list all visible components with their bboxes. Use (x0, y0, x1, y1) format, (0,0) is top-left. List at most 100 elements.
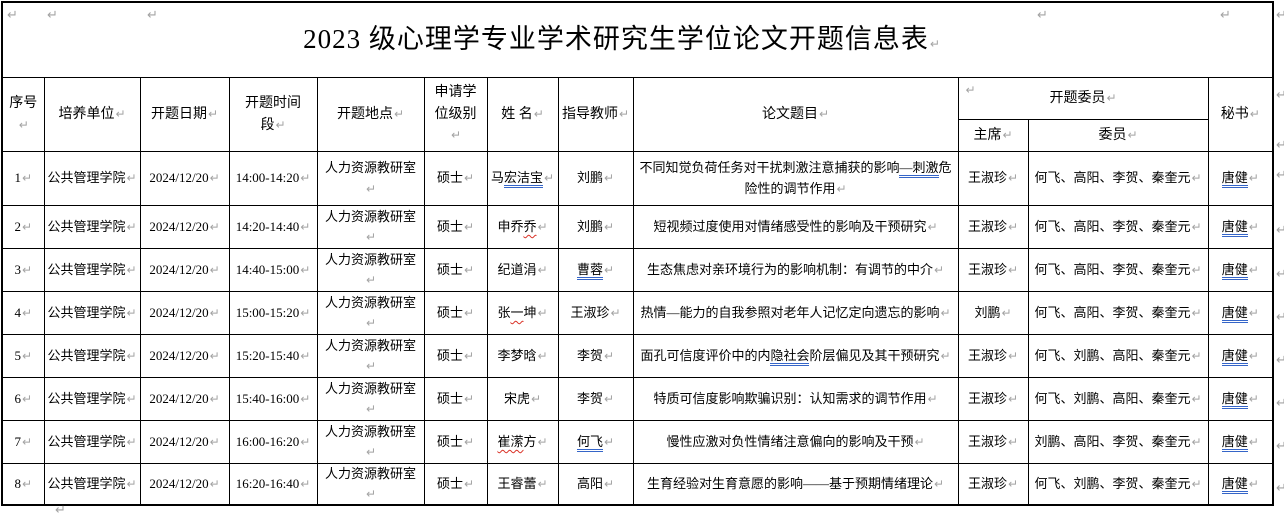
cell-seq[interactable]: 4↵ (1, 291, 45, 335)
cell-degree[interactable]: 硕士↵ (423, 291, 488, 335)
header-members[interactable]: 委员↵ (1027, 119, 1209, 152)
header-advisor[interactable]: 指导教师↵ (557, 77, 634, 152)
cell-thesis[interactable]: 热情—能力的自我参照对老年人记忆定向遗忘的影响↵ (632, 291, 959, 335)
cell-thesis[interactable]: 慢性应激对负性情绪注意偏向的影响及干预↵ (632, 420, 959, 464)
cell-unit[interactable]: 公共管理学院↵ (43, 151, 141, 206)
cell-degree[interactable]: 硕士↵ (423, 151, 488, 206)
cell-thesis[interactable]: 生育经验对生育意愿的影响——基于预期情绪理论↵ (632, 463, 959, 506)
cell-thesis[interactable]: 特质可信度影响欺骗识别：认知需求的调节作用↵ (632, 377, 959, 421)
header-secretary[interactable]: 秘书↵ (1207, 77, 1274, 152)
cell-place[interactable]: 人力资源教研室 ↵ (316, 248, 425, 292)
header-committee[interactable]: ↵ 开题委员↵ (957, 77, 1209, 120)
cell-name[interactable]: 张一坤↵ (486, 291, 559, 335)
cell-members[interactable]: 何飞、高阳、李贺、秦奎元↵ (1027, 248, 1209, 292)
cell-seq[interactable]: 8↵ (1, 463, 45, 506)
cell-time[interactable]: 16:00-16:20↵ (228, 420, 318, 464)
cell-degree[interactable]: 硕士↵ (423, 334, 488, 378)
cell-members[interactable]: 何飞、刘鹏、李贺、秦奎元↵ (1027, 463, 1209, 506)
cell-time[interactable]: 15:40-16:00↵ (228, 377, 318, 421)
cell-time[interactable]: 14:40-15:00↵ (228, 248, 318, 292)
cell-advisor[interactable]: 高阳↵ (557, 463, 634, 506)
cell-time[interactable]: 16:20-16:40↵ (228, 463, 318, 506)
cell-date[interactable]: 2024/12/20↵ (139, 291, 230, 335)
cell-unit[interactable]: 公共管理学院↵ (43, 205, 141, 249)
cell-chair[interactable]: 王淑珍↵ (957, 420, 1029, 464)
cell-chair[interactable]: 王淑珍↵ (957, 151, 1029, 206)
cell-place[interactable]: 人力资源教研室 ↵ (316, 334, 425, 378)
cell-place[interactable]: 人力资源教研室 ↵ (316, 205, 425, 249)
cell-thesis[interactable]: 生态焦虑对亲环境行为的影响机制：有调节的中介↵ (632, 248, 959, 292)
cell-chair[interactable]: 王淑珍↵ (957, 463, 1029, 506)
cell-seq[interactable]: 7↵ (1, 420, 45, 464)
header-name[interactable]: 姓 名↵ (486, 77, 559, 152)
cell-name[interactable]: 崔潆方↵ (486, 420, 559, 464)
cell-secretary[interactable]: 唐健↵ (1207, 334, 1274, 378)
cell-thesis[interactable]: 不同知觉负荷任务对干扰刺激注意捕获的影响—刺激危险性的调节作用↵ (632, 151, 959, 206)
cell-unit[interactable]: 公共管理学院↵ (43, 248, 141, 292)
cell-advisor[interactable]: 李贺↵ (557, 334, 634, 378)
cell-advisor[interactable]: 刘鹏↵ (557, 205, 634, 249)
cell-unit[interactable]: 公共管理学院↵ (43, 420, 141, 464)
header-place[interactable]: 开题地点↵ (316, 77, 425, 152)
cell-members[interactable]: 刘鹏、高阳、李贺、秦奎元↵ (1027, 420, 1209, 464)
cell-seq[interactable]: 3↵ (1, 248, 45, 292)
cell-members[interactable]: 何飞、高阳、李贺、秦奎元↵ (1027, 205, 1209, 249)
cell-place[interactable]: 人力资源教研室 ↵ (316, 420, 425, 464)
cell-date[interactable]: 2024/12/20↵ (139, 463, 230, 506)
cell-secretary[interactable]: 唐健↵ (1207, 377, 1274, 421)
cell-members[interactable]: 何飞、刘鹏、高阳、秦奎元↵ (1027, 334, 1209, 378)
cell-advisor[interactable]: 李贺↵ (557, 377, 634, 421)
cell-date[interactable]: 2024/12/20↵ (139, 420, 230, 464)
header-unit[interactable]: 培养单位↵ (43, 77, 141, 152)
cell-unit[interactable]: 公共管理学院↵ (43, 463, 141, 506)
cell-name[interactable]: 李梦晗↵ (486, 334, 559, 378)
cell-time[interactable]: 15:00-15:20↵ (228, 291, 318, 335)
cell-members[interactable]: 何飞、刘鹏、高阳、秦奎元↵ (1027, 377, 1209, 421)
header-thesis-title[interactable]: 论文题目↵ (632, 77, 959, 152)
cell-advisor[interactable]: 曹蓉↵ (557, 248, 634, 292)
cell-thesis[interactable]: 面孔可信度评价中的内隐社会阶层偏见及其干预研究↵ (632, 334, 959, 378)
cell-secretary[interactable]: 唐健↵ (1207, 151, 1274, 206)
cell-chair[interactable]: 刘鹏↵ (957, 291, 1029, 335)
cell-advisor[interactable]: 王淑珍↵ (557, 291, 634, 335)
cell-unit[interactable]: 公共管理学院↵ (43, 291, 141, 335)
cell-time[interactable]: 14:00-14:20↵ (228, 151, 318, 206)
cell-date[interactable]: 2024/12/20↵ (139, 377, 230, 421)
header-date[interactable]: 开题日期↵ (139, 77, 230, 152)
cell-seq[interactable]: 5↵ (1, 334, 45, 378)
cell-place[interactable]: 人力资源教研室 ↵ (316, 291, 425, 335)
cell-degree[interactable]: 硕士↵ (423, 463, 488, 506)
cell-chair[interactable]: 王淑珍↵ (957, 205, 1029, 249)
cell-date[interactable]: 2024/12/20↵ (139, 205, 230, 249)
cell-members[interactable]: 何飞、高阳、李贺、秦奎元↵ (1027, 151, 1209, 206)
cell-date[interactable]: 2024/12/20↵ (139, 151, 230, 206)
cell-time[interactable]: 15:20-15:40↵ (228, 334, 318, 378)
header-chair[interactable]: 主席↵ (957, 119, 1029, 152)
cell-chair[interactable]: 王淑珍↵ (957, 248, 1029, 292)
cell-degree[interactable]: 硕士↵ (423, 420, 488, 464)
cell-date[interactable]: 2024/12/20↵ (139, 248, 230, 292)
cell-degree[interactable]: 硕士↵ (423, 205, 488, 249)
table-title-cell[interactable]: 2023 级心理学专业学术研究生学位论文开题信息表↵ (1, 1, 1274, 78)
cell-advisor[interactable]: 刘鹏↵ (557, 151, 634, 206)
cell-name[interactable]: 纪道涓↵ (486, 248, 559, 292)
cell-degree[interactable]: 硕士↵ (423, 377, 488, 421)
cell-degree[interactable]: 硕士↵ (423, 248, 488, 292)
cell-members[interactable]: 何飞、高阳、李贺、秦奎元↵ (1027, 291, 1209, 335)
cell-chair[interactable]: 王淑珍↵ (957, 377, 1029, 421)
cell-secretary[interactable]: 唐健↵ (1207, 291, 1274, 335)
header-degree-level[interactable]: 申请学位级别↵ (423, 77, 488, 152)
cell-name[interactable]: 申乔乔↵ (486, 205, 559, 249)
cell-place[interactable]: 人力资源教研室 ↵ (316, 463, 425, 506)
cell-name[interactable]: 宋虎↵ (486, 377, 559, 421)
cell-thesis[interactable]: 短视频过度使用对情绪感受性的影响及干预研究↵ (632, 205, 959, 249)
cell-seq[interactable]: 2↵ (1, 205, 45, 249)
cell-unit[interactable]: 公共管理学院↵ (43, 334, 141, 378)
header-time-period[interactable]: 开题时间段↵ (228, 77, 318, 152)
cell-date[interactable]: 2024/12/20↵ (139, 334, 230, 378)
cell-chair[interactable]: 王淑珍↵ (957, 334, 1029, 378)
cell-place[interactable]: 人力资源教研室 ↵ (316, 377, 425, 421)
cell-secretary[interactable]: 唐健↵ (1207, 248, 1274, 292)
cell-advisor[interactable]: 何飞↵ (557, 420, 634, 464)
cell-seq[interactable]: 6↵ (1, 377, 45, 421)
